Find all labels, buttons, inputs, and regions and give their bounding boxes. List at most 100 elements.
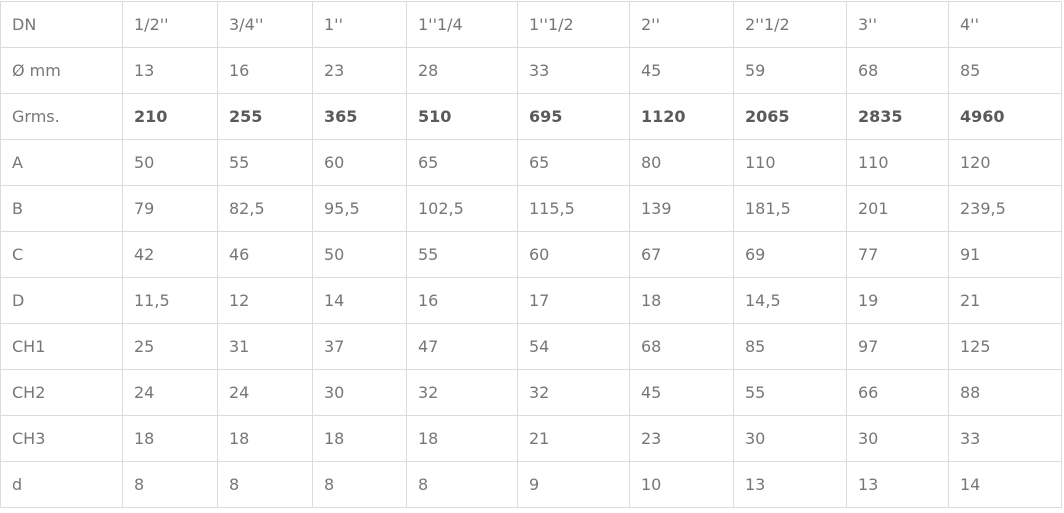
table-cell: 14,5 [733, 277, 847, 324]
table-cell: 55 [733, 369, 847, 416]
table-cell: 47 [406, 323, 518, 370]
table-cell: 30 [312, 369, 407, 416]
row-label: Grms. [0, 93, 123, 140]
table-cell: 239,5 [948, 185, 1062, 232]
table-cell: 42 [122, 231, 218, 278]
table-cell: 3/4'' [217, 1, 313, 48]
table-cell: 18 [312, 415, 407, 462]
table-cell: 8 [312, 461, 407, 508]
table-cell: 32 [406, 369, 518, 416]
table-cell: 24 [122, 369, 218, 416]
table-cell: 1''1/2 [517, 1, 630, 48]
table-cell: 30 [733, 415, 847, 462]
row-label: CH1 [0, 323, 123, 370]
table-cell: 85 [733, 323, 847, 370]
row-label: A [0, 139, 123, 186]
table-cell: 255 [217, 93, 313, 140]
table-cell: 88 [948, 369, 1062, 416]
table-cell: 37 [312, 323, 407, 370]
table-cell: 19 [846, 277, 949, 324]
table-cell: 13 [122, 47, 218, 94]
table-cell: 46 [217, 231, 313, 278]
row-label: DN [0, 1, 123, 48]
table-cell: 68 [629, 323, 734, 370]
table-cell: 55 [217, 139, 313, 186]
table-cell: 55 [406, 231, 518, 278]
table-cell: 50 [122, 139, 218, 186]
table-row: CH2 24 24 30 32 32 45 55 66 88 [0, 369, 1062, 416]
table-cell: 3'' [846, 1, 949, 48]
table-cell: 82,5 [217, 185, 313, 232]
table-cell: 66 [846, 369, 949, 416]
table-cell: 54 [517, 323, 630, 370]
table-cell: 60 [517, 231, 630, 278]
table-cell: 1120 [629, 93, 734, 140]
table-cell: 68 [846, 47, 949, 94]
table-cell: 67 [629, 231, 734, 278]
table-cell: 4960 [948, 93, 1062, 140]
table-cell: 25 [122, 323, 218, 370]
table-cell: 33 [948, 415, 1062, 462]
table-cell: 79 [122, 185, 218, 232]
table-cell: 510 [406, 93, 518, 140]
table-cell: 2'' [629, 1, 734, 48]
table-cell: 95,5 [312, 185, 407, 232]
table-cell: 365 [312, 93, 407, 140]
table-cell: 110 [733, 139, 847, 186]
table-cell: 16 [406, 277, 518, 324]
table-cell: 28 [406, 47, 518, 94]
table-cell: 14 [948, 461, 1062, 508]
table-cell: 24 [217, 369, 313, 416]
table-cell: 85 [948, 47, 1062, 94]
table-cell: 102,5 [406, 185, 518, 232]
row-label: D [0, 277, 123, 324]
table-cell: 13 [733, 461, 847, 508]
table-cell: 11,5 [122, 277, 218, 324]
table-cell: 65 [517, 139, 630, 186]
table-cell: 31 [217, 323, 313, 370]
table-row: CH1 25 31 37 47 54 68 85 97 125 [0, 323, 1062, 370]
table-cell: 21 [948, 277, 1062, 324]
table-row: D 11,5 12 14 16 17 18 14,5 19 21 [0, 277, 1062, 324]
row-label: Ø mm [0, 47, 123, 94]
table-cell: 45 [629, 47, 734, 94]
table-row: CH3 18 18 18 18 21 23 30 30 33 [0, 415, 1062, 462]
table-cell: 201 [846, 185, 949, 232]
table-cell: 125 [948, 323, 1062, 370]
table-row: DN 1/2'' 3/4'' 1'' 1''1/4 1''1/2 2'' 2''1/2 3'' 4… [0, 1, 1062, 48]
row-label: CH2 [0, 369, 123, 416]
table-cell: 33 [517, 47, 630, 94]
table-cell: 18 [122, 415, 218, 462]
table-cell: 1'' [312, 1, 407, 48]
table-cell: 110 [846, 139, 949, 186]
table-cell: 210 [122, 93, 218, 140]
table-cell: 12 [217, 277, 313, 324]
table-cell: 2''1/2 [733, 1, 847, 48]
table-cell: 18 [629, 277, 734, 324]
table-row: C 42 46 50 55 60 67 69 77 91 [0, 231, 1062, 278]
table-cell: 45 [629, 369, 734, 416]
table-cell: 23 [629, 415, 734, 462]
table-cell: 1''1/4 [406, 1, 518, 48]
table-row: Grms. 210 255 365 510 695 1120 2065 2835 4960 [0, 93, 1062, 140]
table-cell: 695 [517, 93, 630, 140]
table-cell: 139 [629, 185, 734, 232]
table-cell: 14 [312, 277, 407, 324]
table-cell: 120 [948, 139, 1062, 186]
table-cell: 65 [406, 139, 518, 186]
table-cell: 60 [312, 139, 407, 186]
table-cell: 32 [517, 369, 630, 416]
row-label: C [0, 231, 123, 278]
table-row: Ø mm 13 16 23 28 33 45 59 68 85 [0, 47, 1062, 94]
table-cell: 10 [629, 461, 734, 508]
table-cell: 4'' [948, 1, 1062, 48]
table-row: A 50 55 60 65 65 80 110 110 120 [0, 139, 1062, 186]
table-cell: 16 [217, 47, 313, 94]
table-cell: 8 [406, 461, 518, 508]
table-cell: 21 [517, 415, 630, 462]
table-cell: 18 [217, 415, 313, 462]
table-cell: 181,5 [733, 185, 847, 232]
table-cell: 115,5 [517, 185, 630, 232]
